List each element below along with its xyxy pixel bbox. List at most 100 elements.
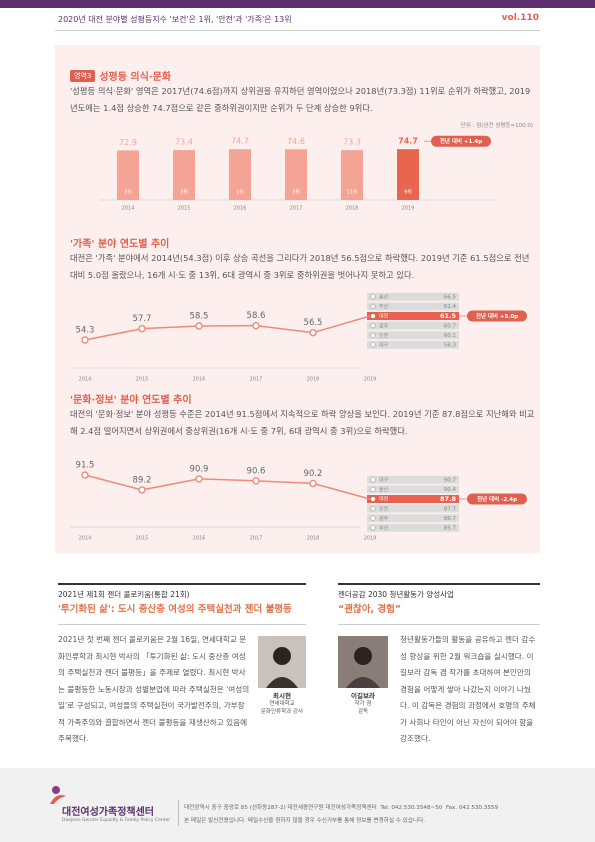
callout: 전년 대비 -2.4p: [477, 495, 517, 503]
list-row: [367, 504, 459, 513]
list-value: 87.7: [444, 506, 457, 512]
photo: [338, 636, 388, 688]
callout: 전년 대비 +1.4p: [440, 137, 482, 145]
list-bullet: [370, 322, 376, 329]
list-value: 85.7: [444, 526, 457, 532]
x-label: 2018: [307, 536, 320, 542]
value-label: 56.5: [304, 318, 323, 328]
value-label: 58.6: [247, 311, 266, 321]
value-label: 72.9: [119, 138, 137, 147]
rule: [338, 624, 540, 625]
list-name: 광주: [379, 515, 389, 522]
article-title: '투기화된 삶': 도시 중산층 여성의 주택실천과 젠더 불평등: [58, 604, 292, 615]
list-row: [367, 292, 459, 301]
line-chart: 2014 2015 2016 2017 2018 2019 대구 90.7 울산 90.4 대전 87…: [70, 461, 527, 542]
rule: [58, 583, 306, 585]
point: [309, 479, 317, 488]
list-bullet: [370, 505, 376, 512]
bar: [341, 150, 363, 200]
list-row: [367, 475, 459, 484]
list-bullet: [370, 303, 376, 310]
list-row: [367, 485, 459, 494]
list-row: [367, 312, 459, 320]
x-label: 2017: [250, 377, 263, 383]
bar: [173, 150, 195, 200]
list-name: 대전: [379, 496, 389, 503]
point: [252, 477, 260, 485]
footer: [0, 768, 595, 842]
x-label: 2016: [234, 206, 247, 212]
value-label: 90.6: [247, 466, 266, 476]
list-bullet: [370, 496, 376, 502]
x-label: 2014: [122, 206, 135, 212]
point: [252, 321, 260, 330]
logo-mark: [50, 786, 66, 804]
list-name: 대구: [379, 342, 389, 349]
x-label: 2016: [193, 377, 206, 383]
value-label: 58.5: [190, 312, 209, 322]
rank-label: 9위: [404, 189, 412, 196]
photo: [258, 636, 306, 688]
list-name: 인천: [379, 505, 389, 512]
kicker: 젠더공감 2030 청년활동가 양성사업: [338, 590, 454, 599]
article-title: “괜찮아, 경험”: [338, 604, 402, 615]
bar: [285, 149, 307, 200]
header-rule: [55, 30, 540, 31]
list-bullet: [370, 342, 376, 348]
x-label: 2015: [178, 206, 191, 212]
list-name: 인천: [379, 332, 389, 339]
list-name: 부산: [379, 525, 389, 532]
list-row: [367, 321, 459, 330]
callout-bg: [467, 310, 527, 322]
x-label: 2016: [193, 536, 206, 542]
rank-label: 3위: [180, 189, 188, 196]
list-name: 울산: [379, 486, 389, 493]
list-value: 61.5: [440, 312, 457, 320]
value-label: 74.6: [287, 137, 305, 146]
list-value: 58.3: [444, 343, 457, 349]
x-label: 2015: [136, 536, 149, 542]
value-label: 90.9: [190, 464, 209, 474]
top-bar: [0, 0, 595, 8]
list-value: 90.7: [444, 478, 457, 484]
value-label: 90.2: [304, 469, 323, 479]
list-bullet: [370, 294, 376, 300]
x-label: 2014: [79, 536, 92, 542]
rank-label: 3위: [124, 189, 132, 196]
list-name: 부산: [379, 303, 389, 310]
list-row: [367, 340, 459, 349]
list-name: 광주: [379, 322, 389, 329]
list-row: [367, 302, 459, 311]
rank-label: 1위: [236, 189, 244, 196]
line: [84, 474, 371, 500]
list-name: 대구: [379, 477, 389, 484]
point: [81, 336, 89, 344]
line-chart: 2014 2015 2016 2017 2018 2019 울산 66.5 부산 62.4 대전 61…: [70, 292, 527, 383]
rank-label: 3위: [292, 189, 300, 196]
caption: 이길보라 작가 겸 감독: [331, 692, 395, 716]
section1-head: 영역3 성평등 의식·문화: [70, 68, 171, 83]
notice: 본 메일은 발신전용입니다. 메일수신을 원하지 않을 경우 수신거부를 통해 …: [184, 818, 426, 824]
bar: [229, 149, 251, 200]
list-value: 60.1: [444, 333, 456, 339]
list-bullet: [370, 313, 376, 319]
list-value: 90.4: [444, 487, 457, 493]
caption-name: 이길보라: [351, 692, 375, 700]
panel: [55, 45, 540, 553]
section-title: '문화·정보' 분야 연도별 추이: [70, 395, 192, 406]
value-label: 74.7: [398, 137, 418, 146]
article-body: 청년활동가들의 활동을 공유하고 젠더 감수성 향상을 위한 2월 워크숍을 실…: [400, 635, 536, 743]
x-label: 2019: [364, 536, 377, 542]
header-title: 2020년 대전 분야별 성평등지수 '보건'은 1위, '안전'과 '가족'은…: [58, 15, 292, 24]
address: 대전광역시 중구 중앙로 85 (선화동287-2) 대전세종연구원 대전여성가…: [184, 805, 499, 811]
org-name: 대전여성가족정책센터: [62, 807, 154, 818]
list-name: 울산: [379, 294, 389, 301]
x-label: 2017: [250, 536, 263, 542]
list-name: 대전: [379, 313, 389, 320]
value-label: 73.4: [175, 138, 193, 147]
line: [84, 315, 371, 341]
list-bullet: [370, 486, 376, 493]
list-value: 87.8: [440, 495, 457, 503]
value-label: 74.7: [231, 137, 249, 146]
caption-line: 문화인류학과 강사: [260, 709, 304, 715]
